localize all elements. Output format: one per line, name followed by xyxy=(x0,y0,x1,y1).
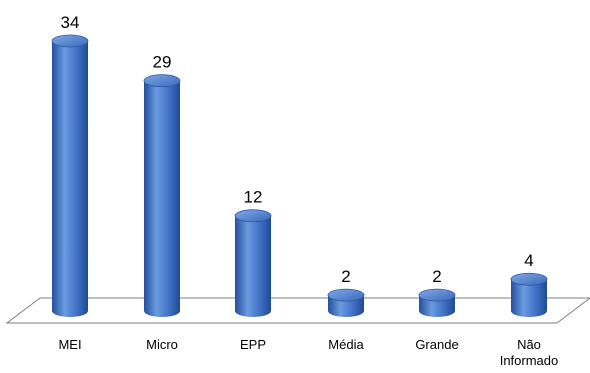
value-label: 29 xyxy=(153,53,172,72)
value-label: 4 xyxy=(524,251,533,270)
category-label: Não Informado xyxy=(500,337,559,368)
bar xyxy=(51,34,89,317)
category-label: Micro xyxy=(146,337,178,352)
bar-cap xyxy=(510,272,548,286)
bar-cap xyxy=(327,288,365,302)
value-labels-group: 34 29 12 2 2 4 xyxy=(61,13,534,286)
bars-group xyxy=(51,34,548,318)
bar-cap xyxy=(234,209,272,223)
chart-floor xyxy=(5,297,590,324)
bar-body xyxy=(235,215,271,317)
value-label: 34 xyxy=(61,13,80,32)
bar xyxy=(418,288,456,317)
bar-body xyxy=(144,80,180,318)
category-label: MEI xyxy=(58,337,81,352)
bar-body xyxy=(52,41,88,317)
bar xyxy=(510,272,548,317)
category-labels-group: MEI Micro EPP Média Grande Não Informado xyxy=(58,337,558,368)
value-label: 12 xyxy=(244,188,263,207)
bar xyxy=(327,288,365,317)
value-label: 2 xyxy=(341,267,350,286)
bar xyxy=(143,74,181,318)
category-label: EPP xyxy=(240,337,266,352)
bar xyxy=(234,209,272,317)
bar-cap xyxy=(143,74,181,88)
category-label: Média xyxy=(328,337,364,352)
bar-body xyxy=(511,279,547,317)
bar-cap xyxy=(51,34,89,48)
bar-cap xyxy=(418,288,456,302)
value-label: 2 xyxy=(432,267,441,286)
category-label: Grande xyxy=(415,337,458,352)
